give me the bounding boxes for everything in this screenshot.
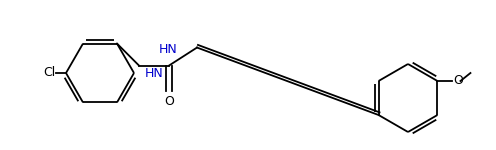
Text: O: O <box>453 75 463 87</box>
Text: O: O <box>164 94 174 108</box>
Text: Cl: Cl <box>43 66 55 80</box>
Text: HN: HN <box>158 43 177 56</box>
Text: HN: HN <box>145 67 163 80</box>
